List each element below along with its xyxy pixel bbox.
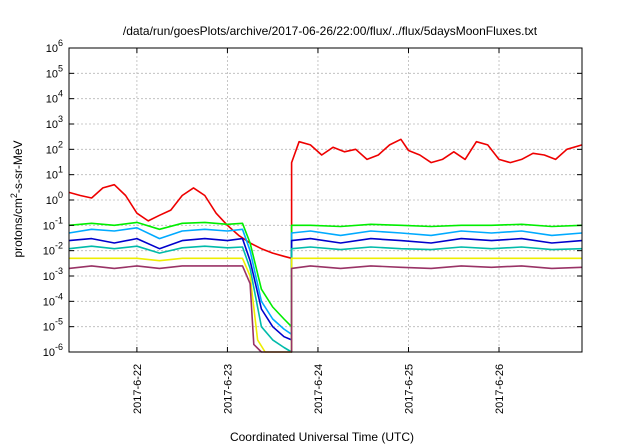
- series-line-1: [68, 221, 583, 328]
- y-tick-label: 10-2: [43, 241, 63, 258]
- grid: [69, 48, 582, 352]
- x-tick-label: 2017-6-22: [132, 364, 144, 414]
- x-tick-label: 2017-6-23: [222, 364, 234, 414]
- y-axis-title-sup: 2: [9, 193, 19, 198]
- y-axis-title-pre: protons/cm: [11, 198, 25, 257]
- x-tick-label: 2017-6-26: [494, 364, 506, 414]
- y-axis: 10-6 10-5 10-4 10-3 10-2 10-1 100 101 102 103 104 1…: [43, 38, 582, 359]
- x-tick-label: 2017-6-25: [403, 364, 415, 414]
- y-tick-label: 10-5: [43, 317, 63, 334]
- y-tick-label: 106: [46, 38, 63, 55]
- y-tick-label: 102: [46, 139, 63, 156]
- series-layer: [68, 138, 583, 353]
- y-tick-label: 103: [46, 114, 63, 131]
- series-line-3: [68, 237, 583, 341]
- y-tick-label: 10-6: [43, 342, 63, 359]
- y-tick-label: 10-3: [43, 266, 63, 283]
- y-tick-label: 104: [46, 89, 63, 106]
- chart-title: /data/run/goesPlots/archive/2017-06-26/2…: [123, 24, 538, 38]
- y-tick-label: 100: [46, 190, 63, 207]
- y-tick-label: 105: [46, 63, 63, 80]
- y-tick-label: 10-1: [43, 215, 63, 232]
- series-line-6: [68, 265, 583, 353]
- x-tick-label: 2017-6-24: [313, 364, 325, 414]
- x-axis: 2017-6-22 2017-6-23 2017-6-24 2017-6-25 2017…: [132, 48, 506, 414]
- y-axis-title-post: -s-sr-MeV: [11, 140, 25, 193]
- y-tick-label: 101: [46, 165, 63, 182]
- y-tick-label: 10-4: [43, 291, 63, 308]
- series-line-0: [68, 138, 583, 260]
- x-axis-title: Coordinated Universal Time (UTC): [230, 430, 414, 444]
- series-line-4: [68, 245, 583, 353]
- series-line-5: [69, 257, 582, 353]
- series-line-2: [68, 227, 583, 336]
- y-axis-title: protons/cm2-s-sr-MeV: [9, 140, 25, 257]
